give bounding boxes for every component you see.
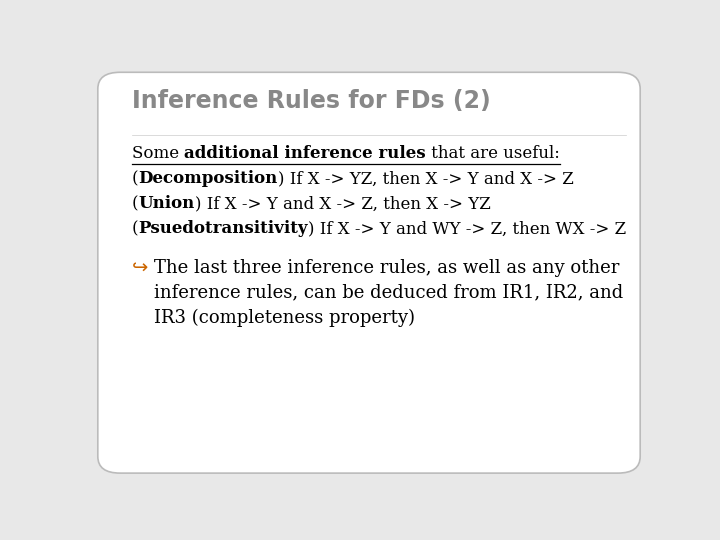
Text: ) If X -> YZ, then X -> Y and X -> Z: ) If X -> YZ, then X -> Y and X -> Z bbox=[278, 170, 573, 187]
FancyBboxPatch shape bbox=[98, 72, 640, 473]
Text: additional inference rules: additional inference rules bbox=[184, 145, 426, 163]
Text: ) If X -> Y and X -> Z, then X -> YZ: ) If X -> Y and X -> Z, then X -> YZ bbox=[194, 195, 490, 212]
Text: The last three inference rules, as well as any other: The last three inference rules, as well … bbox=[154, 259, 619, 276]
Text: Some: Some bbox=[132, 145, 184, 163]
Text: Inference Rules for FDs (2): Inference Rules for FDs (2) bbox=[132, 90, 490, 113]
Text: that are useful:: that are useful: bbox=[426, 145, 559, 163]
Text: Union: Union bbox=[138, 195, 194, 212]
Text: Psuedotransitivity: Psuedotransitivity bbox=[138, 220, 308, 237]
Text: ) If X -> Y and WY -> Z, then WX -> Z: ) If X -> Y and WY -> Z, then WX -> Z bbox=[308, 220, 626, 237]
Text: (: ( bbox=[132, 170, 138, 187]
Text: Decomposition: Decomposition bbox=[138, 170, 278, 187]
Text: (: ( bbox=[132, 220, 138, 237]
Text: IR3 (completeness property): IR3 (completeness property) bbox=[154, 308, 415, 327]
Text: (: ( bbox=[132, 195, 138, 212]
Text: inference rules, can be deduced from IR1, IR2, and: inference rules, can be deduced from IR1… bbox=[154, 284, 624, 302]
Text: ↪: ↪ bbox=[132, 258, 148, 276]
